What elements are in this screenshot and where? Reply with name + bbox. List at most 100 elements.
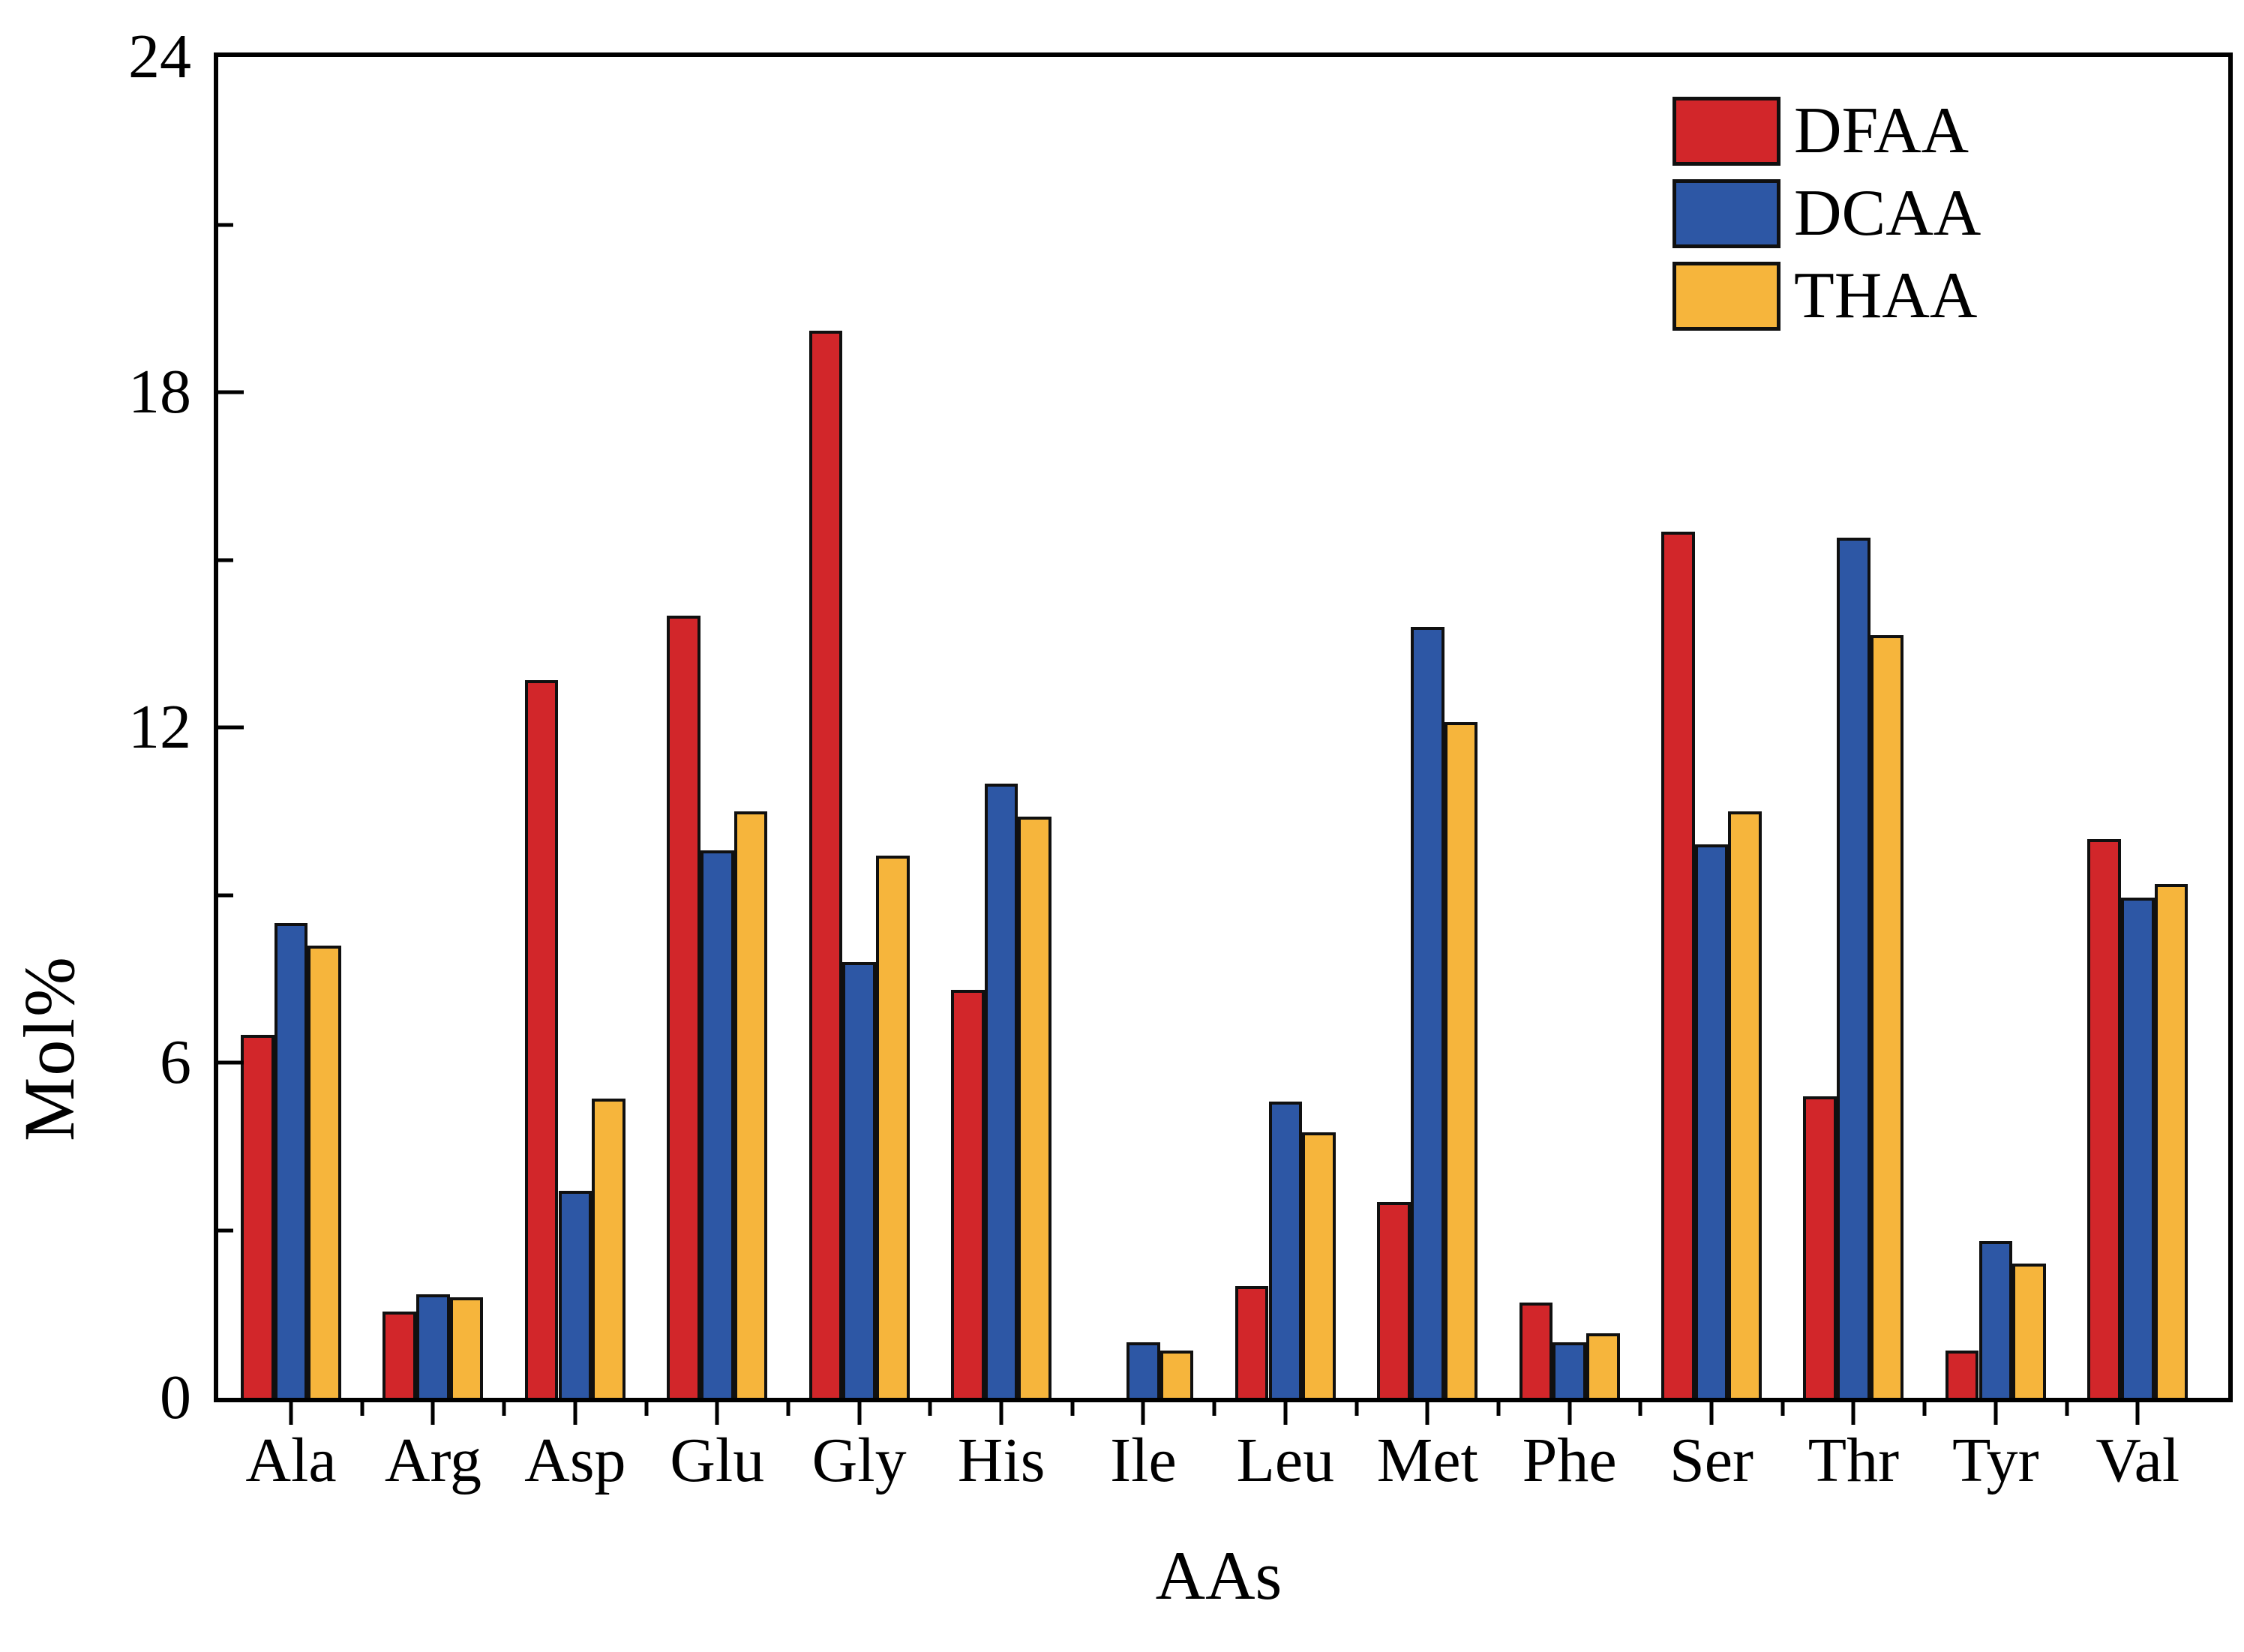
bar-dcaa-glu [700, 850, 734, 1398]
bar-dcaa-his [984, 783, 1018, 1398]
y-tick-label: 6 [160, 1027, 191, 1097]
y-minor-tick [218, 558, 233, 562]
legend-row-dfaa: DFAA [1672, 96, 1981, 166]
bar-thaa-val [2154, 883, 2188, 1398]
bar-thaa-tyr [2012, 1264, 2046, 1398]
y-tick-label: 0 [160, 1363, 191, 1432]
bar-dfaa-his [951, 990, 985, 1398]
x-tick-label-ala: Ala [245, 1426, 337, 1495]
y-major-tick [218, 390, 244, 394]
x-boundary-tick [1496, 1398, 1501, 1416]
x-center-tick [1709, 1398, 1714, 1425]
legend-label-thaa: THAA [1794, 259, 1978, 332]
bar-dcaa-gly [842, 961, 876, 1398]
x-tick-label-tyr: Tyr [1952, 1426, 2039, 1495]
bar-dfaa-tyr [1945, 1350, 1979, 1398]
bar-thaa-phe [1586, 1333, 1620, 1398]
x-center-tick [1141, 1398, 1145, 1425]
y-major-tick [218, 725, 244, 730]
x-boundary-tick [786, 1398, 790, 1416]
bar-thaa-met [1444, 721, 1478, 1398]
legend-row-thaa: THAA [1672, 261, 1981, 331]
bar-thaa-thr [1870, 635, 1904, 1398]
x-center-tick [289, 1398, 293, 1425]
x-tick-label-glu: Glu [670, 1426, 765, 1495]
bar-thaa-arg [449, 1297, 484, 1398]
x-center-tick [573, 1398, 578, 1425]
y-tick-label: 24 [128, 22, 191, 91]
x-tick-label-phe: Phe [1522, 1426, 1617, 1495]
bar-thaa-ile [1160, 1350, 1194, 1398]
x-center-tick [1283, 1398, 1288, 1425]
bar-thaa-gly [876, 856, 910, 1398]
bar-dfaa-val [2087, 839, 2121, 1398]
x-axis-title: AAs [1155, 1537, 1282, 1614]
x-tick-label-leu: Leu [1236, 1426, 1335, 1495]
plot-area [214, 52, 2233, 1402]
y-major-tick [218, 1060, 244, 1065]
bar-dfaa-ala [241, 1034, 274, 1398]
x-tick-label-ser: Ser [1670, 1426, 1754, 1495]
bar-dcaa-met [1410, 626, 1444, 1398]
bar-dfaa-gly [808, 331, 843, 1398]
x-boundary-tick [1354, 1398, 1359, 1416]
bar-dfaa-ser [1661, 532, 1695, 1398]
x-boundary-tick [1638, 1398, 1642, 1416]
legend-swatch-dfaa [1672, 96, 1780, 166]
bar-dfaa-arg [382, 1311, 417, 1398]
x-center-tick [1851, 1398, 1856, 1425]
bar-dcaa-ile [1126, 1342, 1160, 1398]
bar-dcaa-thr [1837, 537, 1870, 1398]
bar-dfaa-glu [667, 616, 700, 1398]
bar-thaa-glu [734, 811, 768, 1398]
x-center-tick [1568, 1398, 1572, 1425]
x-boundary-tick [1780, 1398, 1785, 1416]
y-minor-tick [218, 1228, 233, 1232]
legend-label-dcaa: DCAA [1794, 176, 1982, 250]
x-tick-label-ile: Ile [1110, 1426, 1177, 1495]
bar-dfaa-phe [1519, 1303, 1553, 1398]
bar-thaa-his [1018, 817, 1052, 1398]
y-axis-title: Mol% [9, 955, 89, 1141]
x-center-tick [1994, 1398, 1998, 1425]
bar-dcaa-ala [274, 922, 308, 1398]
bar-thaa-ala [308, 945, 342, 1398]
x-center-tick [715, 1398, 719, 1425]
bar-dfaa-asp [524, 679, 559, 1398]
y-tick-label: 18 [128, 357, 191, 427]
x-boundary-tick [2065, 1398, 2069, 1416]
x-boundary-tick [1070, 1398, 1075, 1416]
x-center-tick [2135, 1398, 2140, 1425]
bar-dcaa-leu [1268, 1102, 1303, 1398]
x-boundary-tick [644, 1398, 649, 1416]
bar-thaa-ser [1728, 811, 1762, 1398]
bar-thaa-asp [592, 1099, 626, 1398]
legend-swatch-dcaa [1672, 178, 1780, 248]
x-center-tick [1425, 1398, 1430, 1425]
y-minor-tick [218, 223, 233, 226]
legend-row-dcaa: DCAA [1672, 178, 1981, 248]
x-boundary-tick [360, 1398, 364, 1416]
bar-dcaa-asp [558, 1191, 592, 1398]
x-boundary-tick [928, 1398, 932, 1416]
x-boundary-tick [1212, 1398, 1216, 1416]
bar-dcaa-tyr [1978, 1241, 2013, 1398]
legend-swatch-thaa [1672, 261, 1780, 331]
bar-dcaa-phe [1552, 1342, 1586, 1398]
legend-label-dfaa: DFAA [1794, 94, 1970, 167]
legend: DFAA DCAA THAA [1672, 96, 1981, 343]
bar-dfaa-met [1377, 1202, 1411, 1398]
y-minor-tick [218, 893, 233, 897]
bar-dcaa-ser [1694, 844, 1729, 1398]
bar-dfaa-thr [1803, 1096, 1838, 1398]
x-boundary-tick [502, 1398, 506, 1416]
x-center-tick [857, 1398, 862, 1425]
x-tick-label-met: Met [1376, 1426, 1478, 1495]
x-center-tick [999, 1398, 1004, 1425]
y-tick-label: 12 [128, 692, 191, 762]
x-boundary-tick [1922, 1398, 1927, 1416]
x-tick-label-asp: Asp [524, 1426, 626, 1495]
x-tick-label-arg: Arg [384, 1426, 482, 1495]
x-tick-label-thr: Thr [1808, 1426, 1900, 1495]
